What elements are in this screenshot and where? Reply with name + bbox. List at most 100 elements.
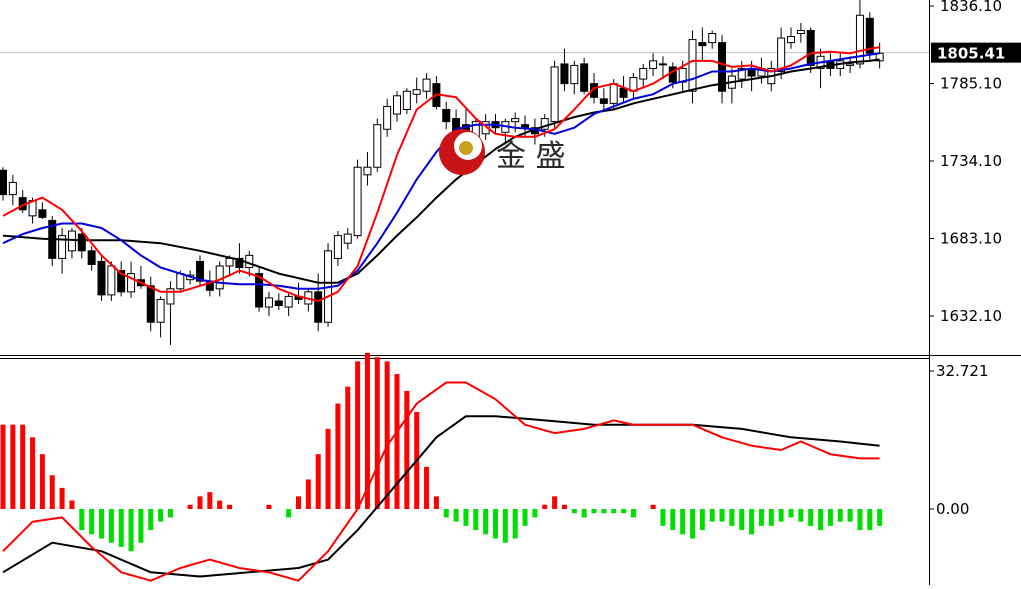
candle	[422, 73, 431, 99]
candle-body	[8, 181, 17, 196]
macd-histogram-bar	[867, 509, 873, 531]
candle-body	[58, 235, 67, 259]
candle-body	[146, 285, 155, 323]
macd-histogram-bar	[502, 509, 508, 543]
macd-histogram-bar	[89, 509, 95, 535]
macd-histogram-bar	[286, 509, 292, 518]
ma-slow-line	[2, 58, 880, 284]
candle-body	[117, 270, 126, 293]
candle	[363, 152, 372, 186]
macd-histogram-bar	[266, 504, 272, 509]
price-tick-label: 1683.10	[940, 230, 1002, 248]
candle-body	[550, 66, 559, 123]
macd-histogram-bar	[483, 509, 489, 535]
candle	[865, 12, 874, 61]
macd-histogram-bar	[433, 496, 439, 509]
macd-histogram-bar	[709, 509, 715, 522]
candle	[806, 27, 815, 74]
macd-signal-line	[2, 415, 880, 578]
candle	[264, 291, 273, 317]
macd-histogram-bar	[827, 509, 833, 526]
candle	[412, 77, 421, 104]
macd-histogram-bar	[364, 352, 370, 509]
current-price-label: 1805.41	[937, 45, 1005, 63]
candle	[58, 228, 67, 274]
candle-body	[619, 87, 628, 98]
macd-histogram-bar	[581, 509, 587, 518]
candle-body	[875, 52, 884, 62]
macd-histogram-bar	[493, 509, 498, 539]
macd-histogram-bar	[788, 509, 794, 518]
macd-histogram-bar	[739, 509, 745, 531]
price-tick-label: 1734.10	[940, 152, 1002, 170]
price-tick-label: 1785.10	[940, 75, 1002, 93]
candle-body	[639, 67, 648, 80]
macd-histogram-bar	[611, 509, 617, 514]
candle-body	[412, 89, 421, 95]
macd-histogram-bar	[59, 487, 65, 509]
candle-body	[343, 233, 352, 244]
macd-histogram-bar	[522, 509, 528, 526]
candle-body	[166, 288, 175, 305]
macd-histogram-bar	[532, 509, 538, 518]
macd-histogram-bar	[778, 509, 784, 522]
candle-body	[235, 257, 244, 269]
candle-body	[107, 265, 116, 296]
candle-body	[363, 166, 372, 176]
candle-body	[442, 108, 451, 123]
macd-histogram-bar	[10, 424, 16, 509]
macd-histogram-bar	[394, 374, 400, 509]
broker-logo: 金 盛	[439, 129, 566, 175]
macd-histogram-bar	[837, 509, 843, 522]
macd-histogram-bar	[670, 509, 676, 531]
candle-body	[787, 36, 795, 44]
macd-histogram-bar	[0, 424, 6, 509]
price-panel: 1836.10 1785.10 1734.10 1683.10 1632.10 1805.…	[0, 0, 1021, 346]
candle	[402, 88, 411, 115]
macd-histogram-bar	[79, 509, 85, 531]
candle	[77, 228, 86, 259]
macd-histogram-bar	[660, 509, 666, 526]
candle-body	[590, 83, 598, 98]
candle-body	[373, 124, 382, 168]
macd-histogram-bar	[296, 496, 301, 509]
candle-body	[176, 273, 185, 290]
macd-histogram-bar	[404, 390, 410, 509]
candle-body	[264, 297, 273, 308]
candle-body	[658, 63, 667, 66]
macd-histogram-bar	[473, 509, 479, 531]
macd-histogram-bar	[305, 479, 311, 509]
candle	[718, 35, 727, 104]
price-tick-label: 1836.10	[940, 0, 1002, 15]
macd-histogram-bar	[621, 509, 627, 514]
candle	[284, 291, 293, 317]
candle	[442, 101, 451, 130]
candle	[560, 48, 569, 92]
macd-histogram-bar	[345, 386, 351, 509]
candle-body	[777, 37, 786, 72]
candle-body	[865, 17, 874, 54]
candle-body	[284, 295, 293, 308]
candle-body	[796, 29, 805, 35]
candle	[619, 76, 628, 104]
candle	[324, 243, 333, 327]
macd-histogram-bar	[325, 428, 331, 509]
macd-histogram-bar	[808, 509, 814, 526]
candle-body	[609, 83, 618, 104]
candle-body	[422, 78, 431, 92]
candle	[48, 215, 57, 267]
ma-mid-line	[2, 52, 880, 290]
macd-histogram-bar	[443, 509, 449, 518]
macd-histogram-bar	[227, 504, 233, 509]
macd-histogram-bar	[424, 466, 430, 509]
candle	[629, 73, 638, 99]
macd-histogram-bar	[69, 500, 75, 509]
candle-body	[383, 105, 392, 130]
logo-text: 金 盛	[496, 139, 566, 174]
macd-histogram-bar	[512, 509, 518, 539]
macd-histogram-bar	[650, 504, 656, 509]
candle-body	[580, 63, 589, 92]
candle	[373, 118, 382, 172]
candle-body	[402, 90, 411, 110]
macd-histogram-bar	[20, 424, 26, 509]
